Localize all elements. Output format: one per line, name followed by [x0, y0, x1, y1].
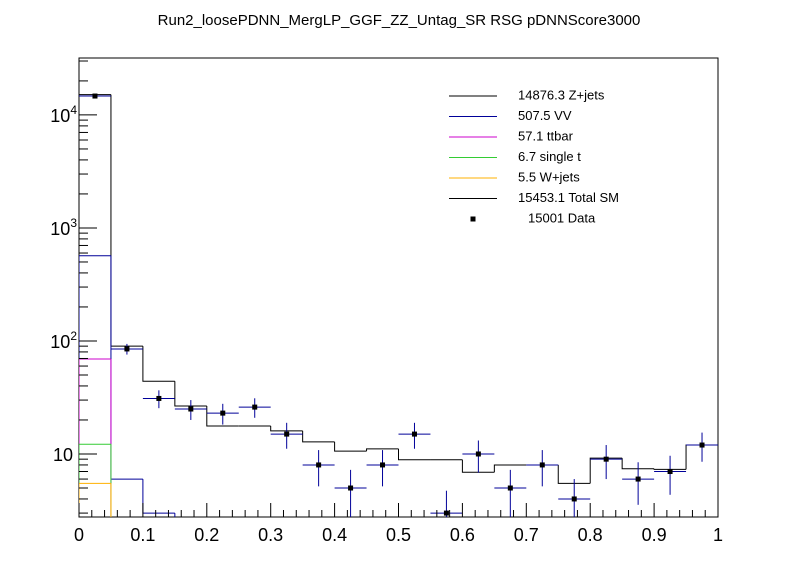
legend-label: 14876.3 Z+jets: [518, 87, 605, 102]
histogram-step: [110, 358, 112, 517]
data-point: [380, 462, 386, 468]
x-tick-label: 0.1: [130, 525, 155, 545]
data-point: [284, 431, 290, 437]
histogram-step: [366, 448, 399, 452]
data-point: [539, 462, 545, 468]
histogram-step: [142, 479, 175, 514]
histogram-step: [110, 94, 143, 347]
histogram-step: [79, 255, 111, 517]
data-point: [252, 404, 258, 410]
legend-label: 15453.1 Total SM: [518, 190, 619, 205]
y-tick-label: 102: [50, 329, 77, 352]
histogram-step: [79, 482, 111, 517]
data-point: [411, 431, 417, 437]
data-point: [124, 346, 130, 352]
data-point: [475, 451, 481, 457]
histogram-step: [79, 443, 111, 517]
data-point: [92, 93, 98, 99]
data-point: [571, 496, 577, 502]
histogram-step: [110, 444, 112, 517]
x-tick-label: 0.9: [642, 525, 667, 545]
histogram-step: [110, 483, 112, 517]
histogram-step: [493, 464, 527, 473]
frame: [78, 57, 719, 518]
data-point: [443, 510, 449, 516]
data-point: [667, 468, 673, 474]
histogram-step: [79, 94, 111, 517]
histogram-step: [653, 468, 687, 470]
histogram-step: [557, 464, 591, 484]
histogram-step: [589, 457, 623, 484]
data-point: [316, 462, 322, 468]
histogram-step: [398, 448, 431, 461]
data-point: [220, 410, 226, 416]
histogram-step: [142, 346, 175, 382]
histogram-step: [334, 441, 367, 452]
histogram-step: [302, 430, 335, 443]
x-tick-label: 0.8: [578, 525, 603, 545]
x-tick-label: 0.4: [322, 525, 347, 545]
histogram-step: [621, 458, 655, 470]
histogram-step: [270, 425, 303, 432]
y-tick-label: 104: [50, 103, 77, 126]
y-tick-label: 103: [50, 216, 77, 239]
x-tick-label: 0: [74, 525, 84, 545]
legend: 14876.3 Z+jets 507.5 VV 57.1 ttbar 6.7 sing…: [449, 87, 619, 225]
x-tick-label: 1: [713, 525, 723, 545]
x-tick-label: 0.3: [258, 525, 283, 545]
legend-label: 507.5 VV: [518, 108, 572, 123]
histogram-step: [174, 381, 207, 407]
data-point: [603, 456, 609, 462]
y-tick-label: 10: [53, 445, 73, 465]
plot-area: [79, 93, 718, 517]
data-point: [699, 442, 705, 448]
histogram-step: [79, 358, 111, 517]
histogram-step: [461, 459, 495, 473]
legend-label: 15001 Data: [528, 210, 596, 225]
data-point: [348, 485, 354, 491]
data-point: [156, 395, 162, 401]
histogram-step: [110, 255, 143, 480]
legend-label: 57.1 ttbar: [518, 128, 574, 143]
legend-label: 6.7 single t: [518, 149, 581, 164]
data-point: [507, 485, 513, 491]
axes: 0 0.1 0.2 0.3 0.4 0.5 0.6 0.7 0.8 0.9 1 10 102 103 104: [50, 60, 723, 545]
x-tick-label: 0.5: [386, 525, 411, 545]
x-tick-label: 0.7: [514, 525, 539, 545]
chart-title: Run2_loosePDNN_MergLP_GGF_ZZ_Untag_SR RS…: [158, 12, 641, 29]
data-point: [635, 476, 641, 482]
legend-marker: [470, 216, 476, 222]
data-point: [188, 406, 194, 412]
x-tick-label: 0.2: [194, 525, 219, 545]
legend-label: 5.5 W+jets: [518, 169, 580, 184]
x-tick-label: 0.6: [450, 525, 475, 545]
